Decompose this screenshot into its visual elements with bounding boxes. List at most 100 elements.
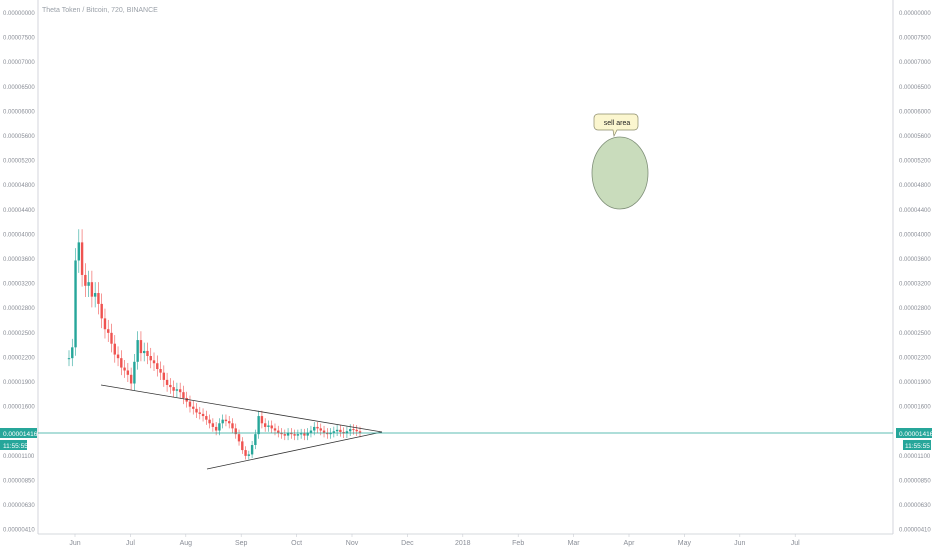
candle-up	[313, 426, 316, 431]
candle-down	[316, 426, 319, 429]
candle-down	[192, 406, 195, 409]
candle-down	[159, 369, 162, 373]
candle-down	[110, 332, 113, 344]
candle-up	[74, 260, 77, 348]
candle-down	[263, 423, 267, 427]
x-tick-label: 2018	[455, 540, 471, 547]
trendline-lower[interactable]	[206, 431, 383, 470]
candle-down	[146, 350, 149, 356]
y-tick-label-left: 0.00000850	[3, 478, 35, 484]
candle-down	[224, 419, 228, 422]
countdown-label-left: 11:55:55	[3, 443, 28, 450]
y-tick-label-right: 0.00003200	[899, 282, 931, 288]
x-tick-label: Jun	[734, 540, 745, 547]
y-tick-label-right: 0.00001900	[899, 380, 931, 386]
candle-down	[139, 340, 143, 354]
candle-up	[345, 431, 349, 434]
candle-up	[250, 445, 254, 455]
candles-layer	[67, 229, 362, 460]
candle-down	[198, 412, 201, 414]
y-tick-label-right: 0.00002500	[899, 331, 931, 337]
y-tick-label-right: 0.00002200	[899, 355, 931, 361]
candle-down	[319, 428, 322, 431]
y-tick-label-right: 0.00002800	[899, 306, 931, 312]
candle-down	[293, 434, 296, 436]
y-tick-label-right: 0.00000630	[899, 503, 931, 509]
candle-down	[211, 423, 215, 427]
candle-down	[326, 432, 329, 435]
y-tick-label-left: 0.00001100	[3, 454, 35, 460]
y-tick-label-left: 0.00004800	[3, 183, 35, 189]
candle-down	[241, 441, 244, 451]
x-tick-label: Aug	[180, 540, 193, 547]
candle-down	[152, 360, 156, 364]
y-tick-label-right: 0.00007000	[899, 60, 931, 66]
candle-down	[358, 431, 362, 433]
y-tick-label-right: 0.00006500	[899, 85, 931, 91]
candle-down	[156, 363, 159, 370]
candle-down	[116, 354, 120, 359]
candle-up	[309, 430, 313, 433]
candle-up	[296, 434, 300, 436]
y-tick-label-right: 0.00006000	[899, 109, 931, 115]
x-axis: Jun Jul Aug Sep Oct Nov Dec 2018 Feb Mar Apr May Jun…	[69, 534, 800, 547]
x-tick-label: Feb	[512, 540, 524, 547]
candle-down	[205, 416, 208, 420]
sell-area-ellipse[interactable]	[591, 136, 649, 210]
y-axis-right: 0.00000000 0.00007500 0.00007000 0.00006500…	[899, 11, 931, 534]
candle-down	[270, 425, 273, 429]
symbol-title: Theta Token / Bitcoin, 720, BINANCE	[42, 7, 158, 14]
candle-up	[77, 242, 81, 261]
candle-down	[84, 274, 87, 286]
candle-down	[280, 432, 283, 435]
candle-down	[178, 389, 182, 393]
candle-up	[299, 433, 303, 435]
candle-down	[113, 343, 116, 355]
candle-up	[67, 358, 71, 360]
candle-down	[244, 450, 247, 456]
candle-down	[201, 413, 205, 417]
candle-down	[169, 384, 172, 388]
candle-up	[133, 361, 136, 384]
countdown-tag-left: 11:55:55	[0, 440, 28, 450]
y-tick-label-right: 0.00000410	[899, 528, 931, 534]
y-tick-label-right: 0.00007500	[899, 36, 931, 42]
y-tick-label-left: 0.00006500	[3, 85, 35, 91]
y-tick-label-right: 0.00001100	[899, 454, 931, 460]
candle-down	[107, 329, 110, 333]
y-tick-label-left: 0.00002800	[3, 306, 35, 312]
y-tick-label-right: 0.00001600	[899, 405, 931, 411]
candle-down	[162, 372, 166, 380]
last-price-label-left: 0.00001416	[3, 431, 38, 438]
last-price-label-right: 0.00001416	[899, 431, 932, 438]
candle-down	[165, 379, 169, 385]
sell-area-callout[interactable]: sell area	[593, 113, 639, 138]
y-tick-label-right: 0.00004000	[899, 232, 931, 238]
candle-down	[149, 356, 152, 361]
candle-down	[208, 419, 211, 424]
y-tick-label-left: 0.00007500	[3, 36, 35, 42]
candle-down	[290, 432, 293, 435]
candle-up	[267, 425, 270, 427]
candle-down	[228, 421, 231, 424]
candle-down	[260, 416, 264, 424]
y-tick-label-left: 0.00002500	[3, 331, 35, 337]
candle-up	[175, 389, 179, 391]
countdown-label-right: 11:55:55	[905, 443, 930, 450]
candle-down	[303, 433, 306, 436]
x-tick-label: Sep	[235, 540, 248, 547]
candle-up	[254, 434, 257, 446]
candle-up	[71, 347, 74, 359]
candle-down	[283, 434, 286, 436]
y-tick-label-left: 0.00000000	[3, 11, 35, 17]
candle-up	[286, 432, 290, 436]
candle-down	[339, 429, 342, 432]
candle-down	[231, 423, 234, 429]
x-tick-label: Jul	[791, 540, 800, 547]
y-tick-label-right: 0.00005600	[899, 134, 931, 140]
trendline-upper[interactable]	[100, 384, 383, 433]
candle-up	[143, 350, 146, 354]
y-tick-label-left: 0.00001900	[3, 380, 35, 386]
candle-down	[182, 392, 185, 398]
